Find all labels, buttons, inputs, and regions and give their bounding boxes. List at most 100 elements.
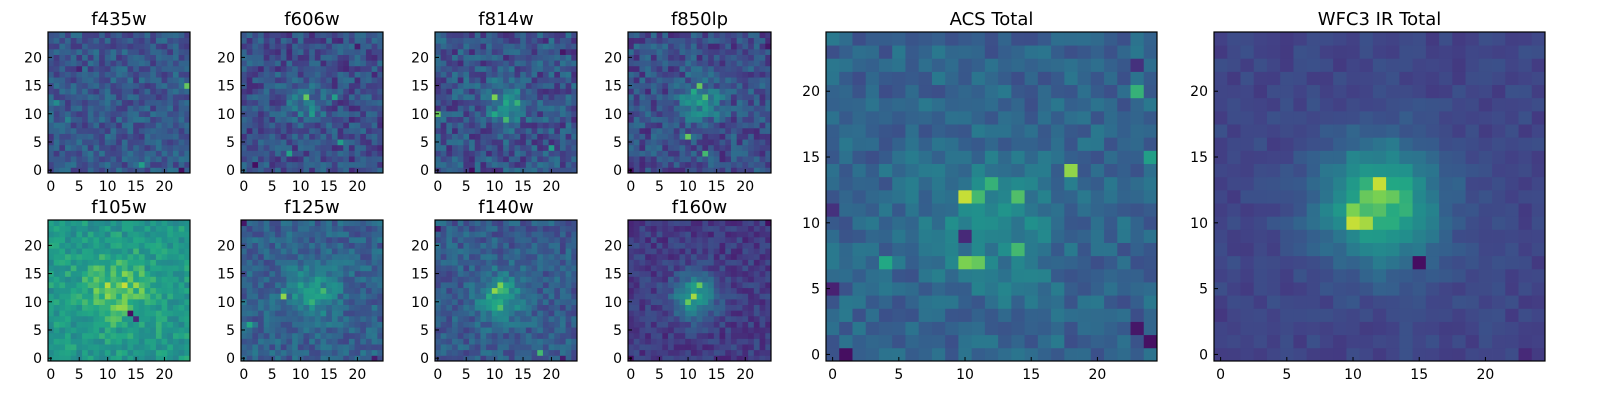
heatmap-cell <box>269 99 276 106</box>
heatmap-cell <box>121 304 128 311</box>
heatmap-cell <box>628 276 635 283</box>
heatmap-cell <box>486 321 493 328</box>
heatmap-cell <box>133 60 140 67</box>
heatmap-cell <box>172 293 180 300</box>
heatmap-cell <box>354 133 361 140</box>
heatmap-cell <box>184 220 191 227</box>
heatmap-cell <box>662 321 669 328</box>
heatmap-cell <box>508 156 515 163</box>
heatmap-cell <box>463 116 470 123</box>
heatmap-cell <box>297 332 304 339</box>
heatmap-cell <box>565 315 572 322</box>
heatmap-cell <box>303 293 310 300</box>
heatmap-cell <box>138 310 145 317</box>
heatmap-cell <box>104 82 111 89</box>
heatmap-cell <box>314 315 321 322</box>
heatmap-cell <box>650 127 657 134</box>
heatmap-cell <box>331 231 338 238</box>
heatmap-cell <box>656 82 663 89</box>
heatmap-cell <box>497 167 504 174</box>
heatmap-cell <box>371 54 378 61</box>
heatmap-cell <box>87 32 94 39</box>
heatmap-cell <box>452 77 459 84</box>
heatmap-cell <box>303 220 310 227</box>
heatmap-cell <box>99 231 106 238</box>
heatmap-cell <box>725 167 732 174</box>
heatmap-cell <box>252 37 259 44</box>
heatmap-cell <box>104 48 111 55</box>
heatmap-cell <box>258 338 265 345</box>
heatmap-cell <box>167 282 174 289</box>
heatmap-cell <box>326 54 333 61</box>
heatmap-cell <box>508 327 515 334</box>
heatmap-cell <box>531 327 538 334</box>
heatmap-cell <box>252 270 259 277</box>
heatmap-cell <box>348 259 355 266</box>
heatmap-cell <box>639 71 646 78</box>
heatmap-cell <box>753 88 760 95</box>
heatmap-cell <box>343 270 350 277</box>
heatmap-cell <box>99 265 106 272</box>
y-tick-label: 0 <box>33 351 42 367</box>
heatmap-cell <box>525 242 532 249</box>
heatmap-cell <box>673 71 680 78</box>
heatmap-cell <box>514 304 521 311</box>
heatmap-cell <box>93 150 100 157</box>
heatmap-cell <box>258 276 265 283</box>
heatmap-cell <box>320 225 327 232</box>
heatmap-cell <box>371 304 378 311</box>
heatmap-cell <box>99 287 106 294</box>
heatmap-cell <box>343 82 350 89</box>
heatmap-cell <box>144 161 151 168</box>
heatmap-cell <box>320 220 327 227</box>
heatmap-cell <box>314 37 321 44</box>
heatmap-cell <box>331 110 338 117</box>
heatmap-cell <box>446 139 453 146</box>
heatmap-cell <box>765 344 772 351</box>
heatmap-cell <box>360 48 367 55</box>
heatmap-cell <box>110 167 117 174</box>
heatmap-cell <box>48 99 55 106</box>
heatmap-cell <box>463 332 470 339</box>
heatmap-cell <box>365 332 373 339</box>
heatmap-cell <box>320 127 327 134</box>
heatmap-cell <box>167 270 174 277</box>
heatmap-cell <box>110 82 117 89</box>
heatmap-cell <box>314 156 321 163</box>
heatmap-cell <box>360 259 367 266</box>
heatmap-cell <box>59 133 66 140</box>
heatmap-cell <box>263 150 270 157</box>
heatmap-cell <box>719 298 726 305</box>
heatmap-cell <box>748 150 755 157</box>
heatmap-cell <box>280 355 287 362</box>
heatmap-cell <box>87 99 94 106</box>
heatmap-cell <box>474 282 481 289</box>
heatmap-cell <box>435 332 442 339</box>
heatmap-cell <box>525 321 532 328</box>
heatmap-cell <box>246 355 253 362</box>
heatmap-cell <box>172 82 180 89</box>
heatmap-cell <box>280 82 287 89</box>
heatmap-cell <box>104 122 111 129</box>
heatmap-cell <box>491 82 498 89</box>
heatmap-cell <box>144 298 151 305</box>
y-tick-label: 0 <box>226 351 235 367</box>
heatmap-cell <box>690 127 698 134</box>
heatmap-cell <box>303 248 310 255</box>
heatmap-cell <box>280 338 287 345</box>
heatmap-cell <box>503 327 510 334</box>
heatmap-cell <box>503 116 510 123</box>
heatmap-cell <box>309 88 316 95</box>
heatmap-cell <box>537 94 544 101</box>
y-tick-label: 5 <box>33 135 42 151</box>
heatmap-cell <box>542 355 549 362</box>
heatmap-cell <box>292 310 299 317</box>
heatmap-cell <box>457 220 464 227</box>
heatmap-cell <box>452 32 459 39</box>
heatmap-cell <box>542 156 549 163</box>
heatmap-cell <box>474 304 481 311</box>
heatmap-cell <box>480 37 487 44</box>
heatmap-cell <box>742 94 749 101</box>
heatmap-cell <box>696 321 703 328</box>
